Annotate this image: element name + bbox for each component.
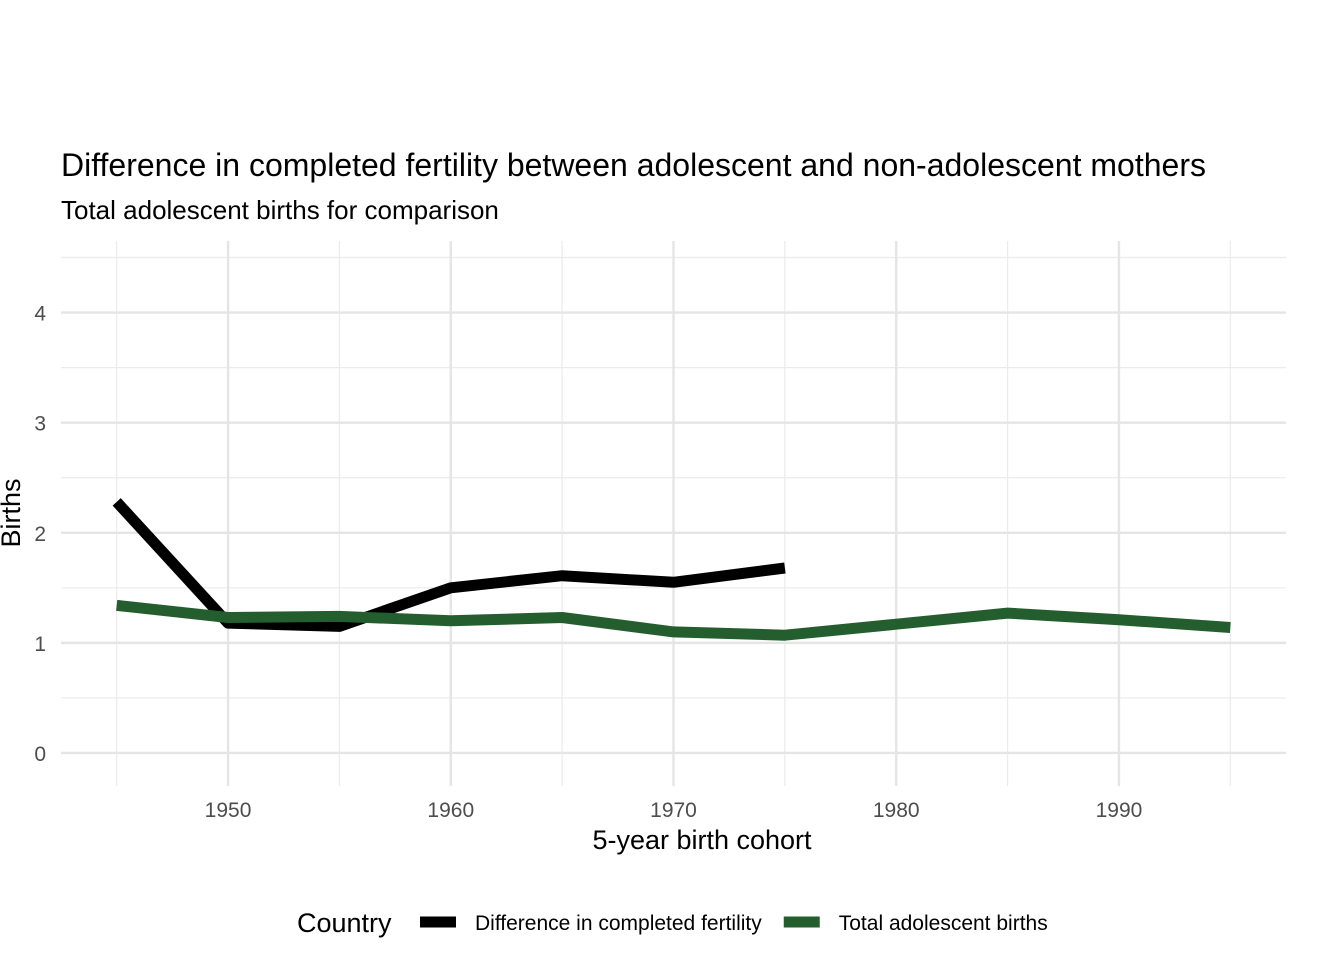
legend-label-2: Total adolescent births: [839, 912, 1048, 935]
y-axis-label: Births: [0, 478, 26, 547]
legend-title: Country: [297, 908, 392, 938]
grid-major: [61, 241, 1286, 786]
chart-title: Difference in completed fertility betwee…: [61, 147, 1206, 183]
series-line-1: [112, 498, 786, 632]
x-tick-label: 1980: [873, 799, 920, 822]
series-layer: [112, 498, 1231, 641]
series-line-2: [116, 599, 1231, 641]
x-tick-label: 1950: [205, 799, 252, 822]
x-axis-label: 5-year birth cohort: [592, 825, 812, 855]
y-tick-label: 4: [34, 303, 46, 326]
legend-label-1: Difference in completed fertility: [475, 912, 762, 935]
x-axis-ticks: 1950 1960 1970 1980 1990: [205, 799, 1143, 822]
x-tick-label: 1970: [650, 799, 697, 822]
x-tick-label: 1990: [1096, 799, 1143, 822]
x-tick-label: 1960: [427, 799, 474, 822]
chart-subtitle: Total adolescent births for comparison: [61, 195, 499, 225]
y-tick-label: 1: [34, 633, 46, 656]
legend-items: Difference in completed fertility Total a…: [420, 912, 1048, 935]
legend: Country Difference in completed fertilit…: [297, 908, 1048, 938]
y-axis-ticks: 0 1 2 3 4: [34, 303, 46, 766]
y-tick-label: 0: [34, 743, 46, 766]
y-tick-label: 3: [34, 413, 46, 436]
y-tick-label: 2: [34, 523, 46, 546]
